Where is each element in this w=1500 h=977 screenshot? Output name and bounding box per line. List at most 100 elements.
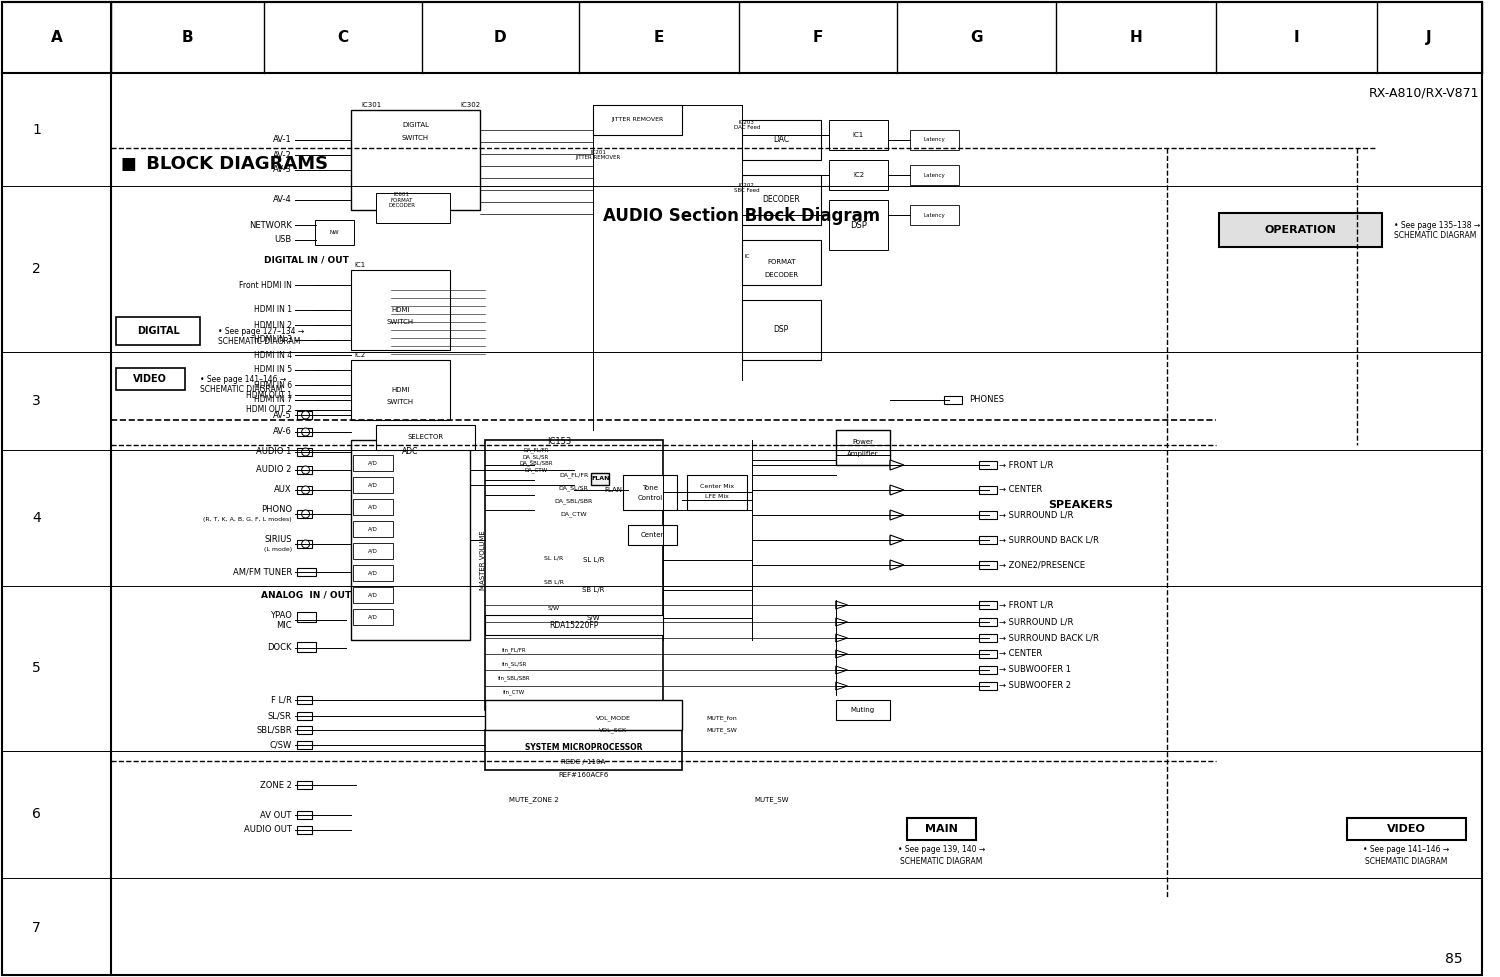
Polygon shape — [890, 460, 904, 470]
Bar — [297, 712, 312, 720]
Text: VIDEO: VIDEO — [1388, 824, 1426, 834]
Text: SL L/R: SL L/R — [582, 557, 604, 563]
Circle shape — [302, 466, 309, 474]
Bar — [297, 411, 312, 419]
Polygon shape — [836, 650, 848, 658]
Text: A: A — [51, 30, 62, 45]
Bar — [352, 477, 393, 493]
Bar — [980, 666, 998, 674]
Text: SB L/R: SB L/R — [544, 579, 564, 584]
Circle shape — [302, 448, 309, 456]
Text: → ZONE2/PRESENCE: → ZONE2/PRESENCE — [999, 561, 1084, 570]
Text: IC302: IC302 — [460, 102, 480, 108]
Text: USB: USB — [274, 235, 292, 244]
Text: HDMI IN 5: HDMI IN 5 — [254, 365, 292, 374]
Bar — [830, 160, 888, 190]
Text: HDMI OUT 1: HDMI OUT 1 — [246, 391, 292, 400]
Bar — [116, 368, 184, 390]
Bar — [1347, 818, 1466, 840]
Text: AUX: AUX — [274, 486, 292, 494]
Text: → SUBWOOFER 1: → SUBWOOFER 1 — [999, 665, 1071, 674]
Bar — [351, 360, 450, 420]
Text: DOCK: DOCK — [267, 644, 292, 653]
Text: fln_CTW: fln_CTW — [503, 689, 525, 695]
Text: SCHEMATIC DIAGRAM: SCHEMATIC DIAGRAM — [200, 386, 282, 395]
Text: F L/R: F L/R — [272, 696, 292, 704]
Text: 5: 5 — [32, 661, 40, 675]
Text: REDC / 110A: REDC / 110A — [561, 759, 606, 765]
Text: Amplifier: Amplifier — [846, 451, 877, 457]
Text: AV-3: AV-3 — [273, 165, 292, 175]
Polygon shape — [890, 510, 904, 520]
Bar — [297, 428, 312, 436]
Text: A/D: A/D — [368, 504, 378, 509]
Text: • See page 141–146 →: • See page 141–146 → — [200, 374, 286, 384]
Text: AUDIO Section Block Diagram: AUDIO Section Block Diagram — [603, 207, 880, 225]
Text: Center: Center — [640, 532, 664, 538]
Text: MAIN: MAIN — [926, 824, 958, 834]
Text: DA_SL/SR: DA_SL/SR — [558, 486, 588, 490]
Text: Tone: Tone — [642, 485, 658, 491]
Text: 4: 4 — [32, 511, 40, 525]
Text: RX-A810/RX-V871: RX-A810/RX-V871 — [1370, 87, 1479, 100]
Text: 85: 85 — [1444, 952, 1462, 966]
Text: DIGITAL: DIGITAL — [402, 122, 429, 128]
Text: → SURROUND BACK L/R: → SURROUND BACK L/R — [999, 535, 1100, 544]
Text: SB L/R: SB L/R — [582, 587, 604, 593]
Bar — [351, 270, 450, 350]
Text: → FRONT L/R: → FRONT L/R — [999, 460, 1053, 470]
Text: Center Mix: Center Mix — [700, 484, 734, 488]
Text: MUTE_SW: MUTE_SW — [706, 727, 738, 733]
Text: ADC: ADC — [402, 447, 418, 456]
Text: AUDIO OUT: AUDIO OUT — [244, 826, 292, 834]
Text: REF#160ACF6: REF#160ACF6 — [558, 772, 609, 778]
Polygon shape — [890, 560, 904, 570]
Text: MIC: MIC — [276, 620, 292, 629]
Text: Latency: Latency — [924, 213, 945, 218]
Text: IC153: IC153 — [546, 438, 572, 446]
Bar — [484, 730, 682, 770]
Polygon shape — [836, 634, 848, 642]
Text: H: H — [1130, 30, 1143, 45]
Text: IC301: IC301 — [362, 102, 381, 108]
Text: SWITCH: SWITCH — [402, 135, 429, 141]
Text: B: B — [182, 30, 194, 45]
Text: C: C — [338, 30, 348, 45]
Polygon shape — [890, 461, 902, 469]
Text: 3: 3 — [32, 394, 40, 408]
Text: DECODER: DECODER — [762, 195, 800, 204]
Text: AV-2: AV-2 — [273, 150, 292, 159]
Bar — [628, 525, 678, 545]
Text: HDMI IN 7: HDMI IN 7 — [254, 396, 292, 404]
Text: DECODER: DECODER — [764, 272, 798, 278]
Text: SYSTEM MICROPROCESSOR: SYSTEM MICROPROCESSOR — [525, 743, 642, 752]
Bar — [297, 811, 312, 819]
Text: SCHEMATIC DIAGRAM: SCHEMATIC DIAGRAM — [1365, 858, 1448, 867]
Circle shape — [302, 428, 309, 436]
Text: G: G — [970, 30, 982, 45]
Polygon shape — [890, 535, 904, 545]
Text: HDMI IN 1: HDMI IN 1 — [254, 306, 292, 315]
Text: Latency: Latency — [924, 173, 945, 178]
Bar — [352, 499, 393, 515]
Bar — [116, 317, 200, 345]
Text: IC1: IC1 — [354, 262, 366, 268]
Circle shape — [302, 486, 309, 494]
Circle shape — [302, 411, 309, 419]
Bar — [742, 120, 821, 160]
Text: AV-1: AV-1 — [273, 136, 292, 145]
Bar — [836, 430, 890, 465]
Bar — [594, 105, 682, 135]
Polygon shape — [836, 601, 848, 609]
Bar — [297, 741, 312, 749]
Polygon shape — [836, 666, 848, 674]
Text: HDMI IN 3: HDMI IN 3 — [254, 335, 292, 345]
Text: ANALOG  IN / OUT: ANALOG IN / OUT — [261, 590, 351, 600]
Text: AV-4: AV-4 — [273, 195, 292, 204]
Bar — [297, 612, 316, 622]
Text: VOL_SCK: VOL_SCK — [598, 727, 627, 733]
Text: ZONE 2: ZONE 2 — [260, 781, 292, 789]
Bar — [297, 486, 312, 494]
Text: → SURROUND L/R: → SURROUND L/R — [999, 617, 1074, 626]
Text: PHONES: PHONES — [969, 396, 1004, 404]
